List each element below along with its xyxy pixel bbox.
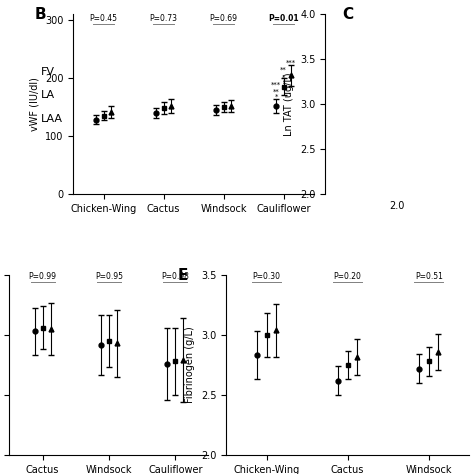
Text: **: ** (273, 88, 280, 94)
Text: FV: FV (41, 67, 55, 77)
Y-axis label: vWF (IU/dl): vWF (IU/dl) (30, 77, 40, 131)
Text: LAA: LAA (41, 114, 63, 124)
Text: *: * (274, 94, 278, 100)
Text: P=0.20: P=0.20 (334, 272, 362, 281)
Text: P=0.45: P=0.45 (90, 14, 118, 23)
Text: *: * (282, 74, 285, 81)
Text: P=0.30: P=0.30 (253, 272, 281, 281)
Text: ***: *** (271, 82, 282, 88)
Legend: FV, LA, LAA: FV, LA, LAA (268, 276, 313, 314)
Text: ***: *** (286, 59, 296, 65)
Text: P=0.98: P=0.98 (161, 272, 189, 281)
Text: E: E (177, 268, 188, 283)
Text: P=0.73: P=0.73 (149, 14, 178, 23)
Text: 2.0: 2.0 (390, 201, 405, 211)
Legend: FV, LA, LAA: FV, LA, LAA (323, 15, 369, 53)
Text: P=0.01: P=0.01 (268, 14, 299, 23)
Text: **: ** (280, 66, 287, 72)
Y-axis label: Ln TAT (ug/L): Ln TAT (ug/L) (284, 73, 294, 136)
Text: P=0.95: P=0.95 (95, 272, 123, 281)
Text: C: C (343, 7, 354, 22)
Text: LA: LA (41, 90, 55, 100)
Text: B: B (35, 7, 47, 22)
Text: P=0.99: P=0.99 (28, 272, 56, 281)
Y-axis label: Fibrinogen (g/L): Fibrinogen (g/L) (185, 327, 195, 403)
Text: P=0.51: P=0.51 (415, 272, 443, 281)
Text: P=0.69: P=0.69 (210, 14, 237, 23)
